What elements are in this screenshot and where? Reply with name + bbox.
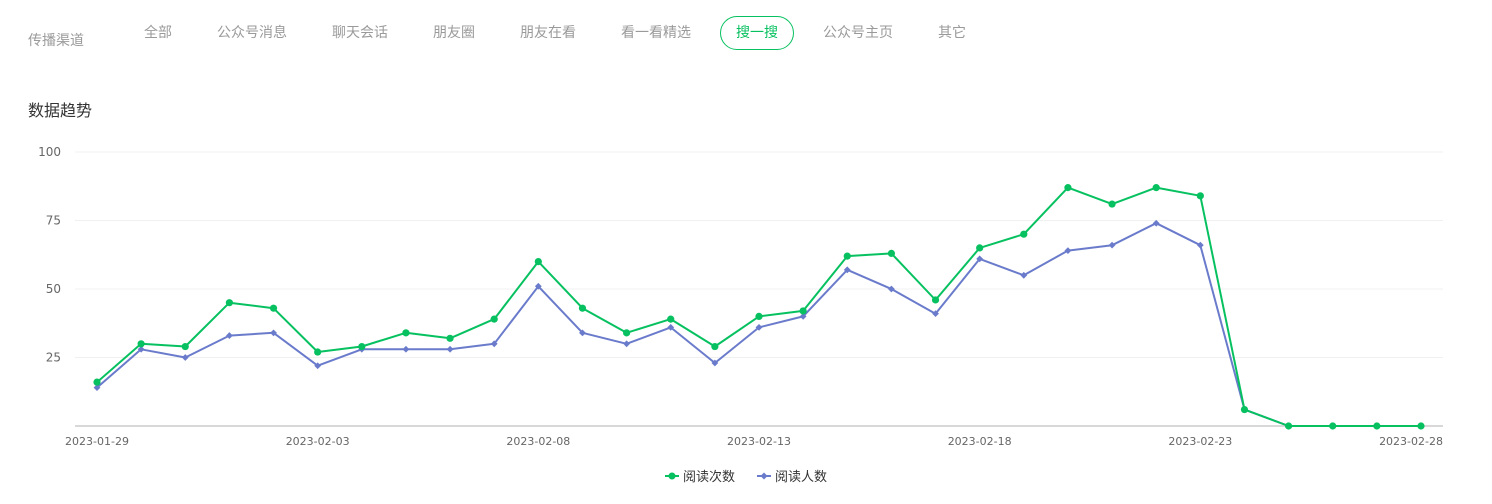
x-tick-label: 2023-02-13: [727, 435, 791, 448]
data-point: [269, 304, 278, 312]
data-point: [711, 342, 719, 351]
legend-marker-icon: [664, 472, 679, 479]
data-point: [1373, 422, 1381, 430]
channel-tabs: 全部 公众号消息 聊天会话 朋友圈 朋友在看 看一看精选 搜一搜 公众号主页 其它: [128, 16, 995, 50]
data-point: [711, 359, 719, 367]
data-point: [667, 315, 675, 323]
data-point: [755, 323, 763, 331]
data-point: [1108, 200, 1116, 208]
data-point: [578, 304, 587, 312]
data-point: [446, 345, 454, 353]
data-point: [887, 249, 896, 257]
data-point: [1108, 241, 1116, 249]
channel-tab[interactable]: 公众号消息: [217, 25, 287, 41]
channel-tab[interactable]: 全部: [144, 25, 172, 41]
data-point: [1196, 241, 1204, 249]
data-point: [314, 348, 322, 356]
channel-tab[interactable]: 其它: [938, 25, 966, 41]
data-point: [1064, 184, 1072, 192]
data-point: [1285, 422, 1293, 430]
channel-tab[interactable]: 聊天会话: [332, 25, 388, 41]
x-tick-label: 2023-02-08: [506, 435, 570, 448]
data-point: [534, 258, 542, 266]
data-point: [667, 323, 675, 331]
x-tick-label: 2023-02-28: [1379, 435, 1443, 448]
data-point: [1064, 247, 1072, 255]
data-point: [226, 332, 233, 339]
data-point: [314, 362, 322, 370]
data-point: [623, 340, 630, 348]
data-point: [137, 340, 145, 348]
data-point: [799, 307, 807, 315]
x-tick-label: 2023-02-03: [286, 435, 350, 448]
x-tick-label: 2023-02-18: [948, 435, 1012, 448]
data-point: [976, 255, 984, 263]
data-point: [843, 266, 851, 274]
data-point: [579, 329, 586, 337]
data-point: [931, 296, 940, 304]
legend-item[interactable]: 阅读人数: [757, 466, 827, 485]
data-point: [137, 345, 145, 353]
y-tick-label: 25: [46, 351, 61, 365]
data-point: [225, 299, 233, 307]
data-point: [181, 354, 189, 361]
data-point: [799, 313, 807, 320]
data-point: [1240, 405, 1249, 414]
channel-tab[interactable]: 搜一搜: [720, 16, 794, 50]
data-point: [755, 312, 763, 320]
data-point: [1020, 271, 1028, 279]
channel-tab[interactable]: 朋友圈: [433, 25, 475, 41]
data-point: [446, 334, 454, 342]
series-line: [96, 186, 1421, 427]
data-point: [888, 285, 895, 293]
data-point: [490, 340, 498, 348]
x-tick-label: 2023-02-23: [1168, 435, 1232, 448]
y-tick-label: 75: [46, 214, 61, 228]
legend-marker-icon: [757, 472, 771, 479]
data-point: [1329, 422, 1337, 430]
channel-tab[interactable]: 公众号主页: [823, 25, 893, 41]
legend-item[interactable]: 阅读次数: [664, 466, 735, 485]
data-point: [976, 244, 984, 252]
data-point: [181, 342, 189, 351]
data-point: [1020, 230, 1028, 238]
y-tick-label: 50: [46, 282, 61, 296]
data-point: [358, 342, 366, 351]
data-point: [490, 315, 498, 323]
channel-tab[interactable]: 看一看精选: [621, 25, 691, 41]
data-point: [1152, 219, 1160, 227]
legend-label: 阅读次数: [682, 470, 735, 485]
data-point: [1152, 184, 1160, 192]
data-point: [1196, 192, 1204, 200]
data-point: [270, 329, 277, 337]
legend-label: 阅读人数: [775, 470, 828, 485]
data-point: [1417, 422, 1425, 430]
x-tick-label: 2023-01-29: [65, 435, 129, 448]
data-point: [843, 252, 851, 260]
data-point: [93, 384, 101, 392]
data-point: [623, 329, 631, 337]
channel-filter-bar: 传播渠道 全部 公众号消息 聊天会话 朋友圈 朋友在看 看一看精选 搜一搜 公众号主页 其它: [0, 0, 1492, 70]
channel-tab[interactable]: 朋友在看: [520, 25, 576, 41]
data-point: [534, 282, 542, 290]
section-title: 数据趋势: [28, 101, 93, 120]
trend-line-chart: 25 50 75 100 2023-01-29 2023-02-03 2023-02-08 2…: [38, 145, 1443, 448]
data-point: [93, 378, 101, 386]
data-point: [402, 345, 410, 353]
data-point: [402, 329, 410, 337]
y-tick-label: 100: [38, 145, 61, 159]
channel-label: 传播渠道: [28, 33, 84, 49]
data-point: [932, 310, 939, 318]
chart-legend: 阅读次数 阅读人数: [0, 466, 1492, 485]
